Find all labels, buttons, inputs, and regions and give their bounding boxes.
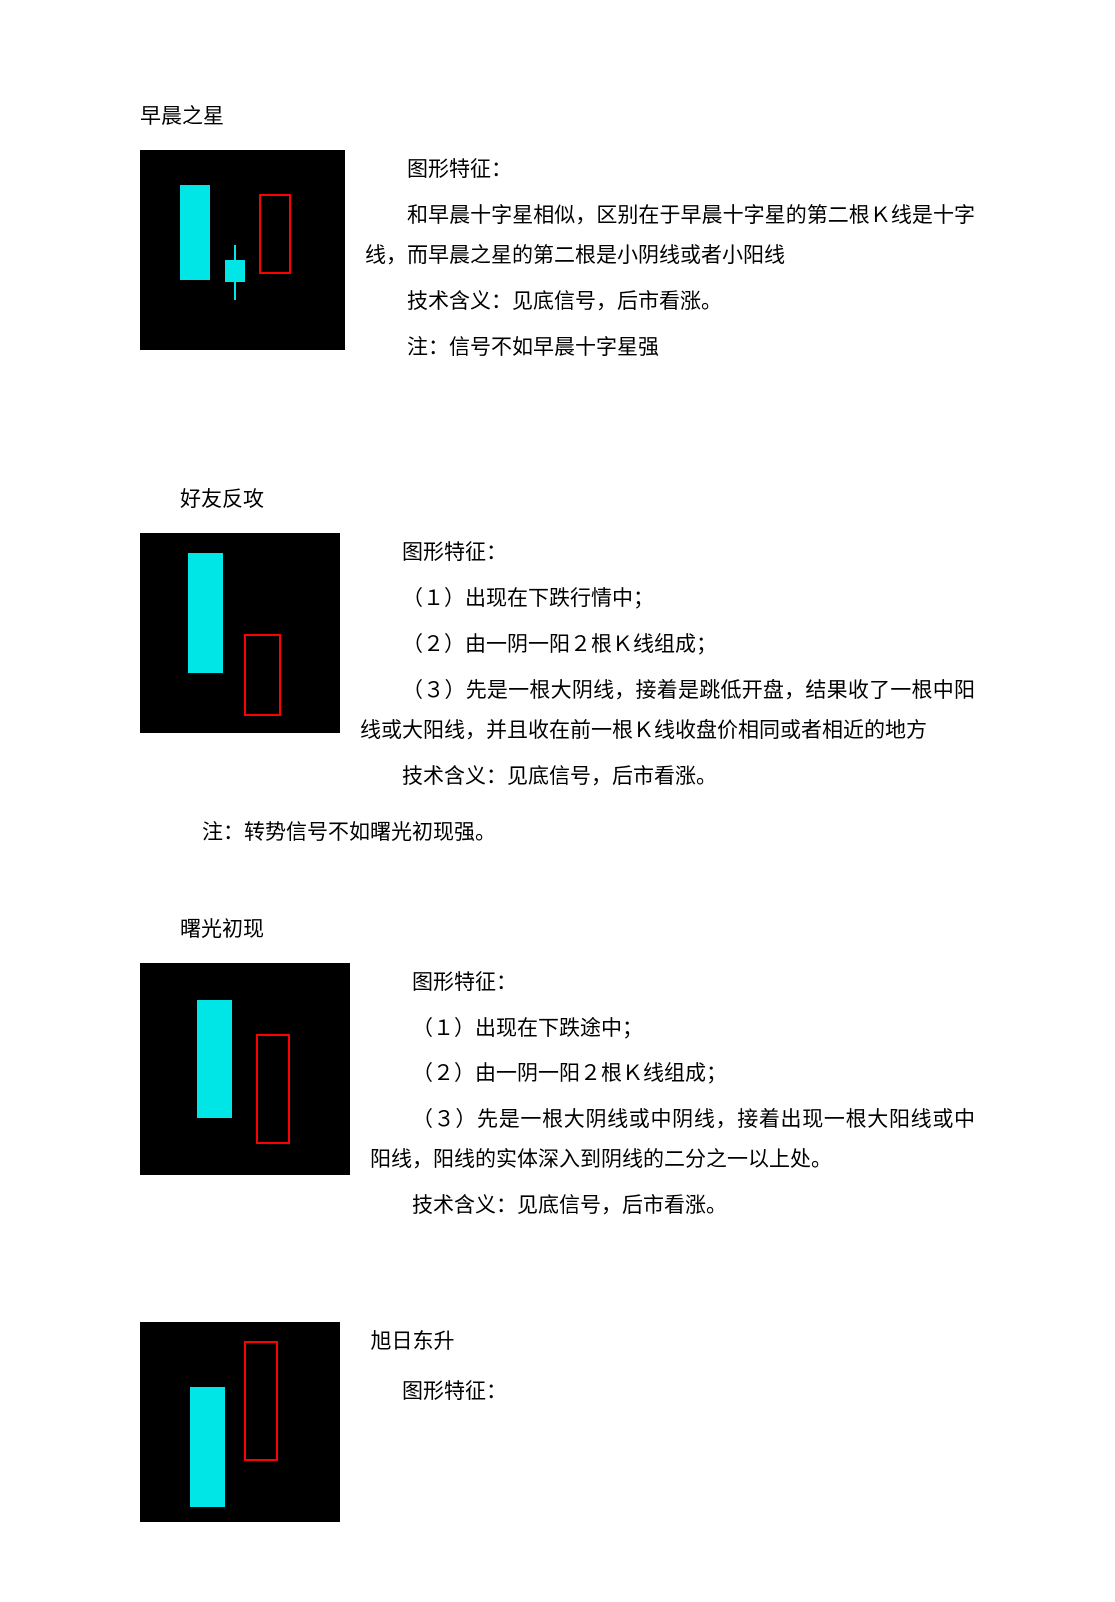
- candlestick-diagram: [140, 150, 345, 350]
- description-paragraph: （３）先是一根大阴线，接着是跳低开盘，结果收了一根中阳线或大阳线，并且收在前一根…: [360, 671, 975, 751]
- document-page: 早晨之星 图形特征： 和早晨十字星相似，区别在于早晨十字星的第二根Ｋ线是十字线，…: [0, 0, 1115, 1602]
- feature-label: 图形特征：: [370, 963, 975, 1003]
- section-description: 旭日东升 图形特征：: [360, 1322, 975, 1418]
- section-title: 旭日东升: [360, 1322, 975, 1362]
- description-paragraph: （１）出现在下跌行情中；: [360, 579, 975, 619]
- candlestick-diagram: [140, 533, 340, 733]
- section-row: 图形特征： （１）出现在下跌途中； （２）由一阴一阳２根Ｋ线组成； （３）先是一…: [140, 963, 975, 1232]
- section-row: 旭日东升 图形特征：: [140, 1322, 975, 1522]
- description-paragraph: （２）由一阴一阳２根Ｋ线组成；: [360, 625, 975, 665]
- description-paragraph: 注：信号不如早晨十字星强: [365, 328, 975, 368]
- section-title: 早晨之星: [140, 100, 975, 130]
- feature-label: 图形特征：: [365, 150, 975, 190]
- section-morning-star: 早晨之星 图形特征： 和早晨十字星相似，区别在于早晨十字星的第二根Ｋ线是十字线，…: [140, 100, 975, 373]
- section-dawn: 曙光初现 图形特征： （１）出现在下跌途中； （２）由一阴一阳２根Ｋ线组成； （…: [140, 913, 975, 1232]
- section-row: 图形特征： （１）出现在下跌行情中； （２）由一阴一阳２根Ｋ线组成； （３）先是…: [140, 533, 975, 802]
- description-paragraph: （３）先是一根大阴线或中阴线，接着出现一根大阳线或中阳线，阳线的实体深入到阴线的…: [370, 1100, 975, 1180]
- description-paragraph: 技术含义：见底信号，后市看涨。: [370, 1186, 975, 1226]
- description-paragraph: 和早晨十字星相似，区别在于早晨十字星的第二根Ｋ线是十字线，而早晨之星的第二根是小…: [365, 196, 975, 276]
- section-description: 图形特征： （１）出现在下跌途中； （２）由一阴一阳２根Ｋ线组成； （３）先是一…: [370, 963, 975, 1232]
- candlestick-diagram: [140, 1322, 340, 1522]
- description-paragraph: （２）由一阴一阳２根Ｋ线组成；: [370, 1054, 975, 1094]
- section-description: 图形特征： 和早晨十字星相似，区别在于早晨十字星的第二根Ｋ线是十字线，而早晨之星…: [365, 150, 975, 373]
- description-paragraph: 技术含义：见底信号，后市看涨。: [360, 757, 975, 797]
- section-description: 图形特征： （１）出现在下跌行情中； （２）由一阴一阳２根Ｋ线组成； （３）先是…: [360, 533, 975, 802]
- section-title: 好友反攻: [140, 483, 975, 513]
- description-paragraph: （１）出现在下跌途中；: [370, 1009, 975, 1049]
- feature-label: 图形特征：: [360, 533, 975, 573]
- section-friend-counter: 好友反攻 图形特征： （１）出现在下跌行情中； （２）由一阴一阳２根Ｋ线组成； …: [140, 483, 975, 852]
- section-sunrise: 旭日东升 图形特征：: [140, 1322, 975, 1522]
- candlestick-diagram: [140, 963, 350, 1175]
- section-row: 图形特征： 和早晨十字星相似，区别在于早晨十字星的第二根Ｋ线是十字线，而早晨之星…: [140, 150, 975, 373]
- section-title: 曙光初现: [140, 913, 975, 943]
- feature-label: 图形特征：: [360, 1372, 975, 1412]
- note-below: 注：转势信号不如曙光初现强。: [140, 813, 975, 853]
- description-paragraph: 技术含义：见底信号，后市看涨。: [365, 282, 975, 322]
